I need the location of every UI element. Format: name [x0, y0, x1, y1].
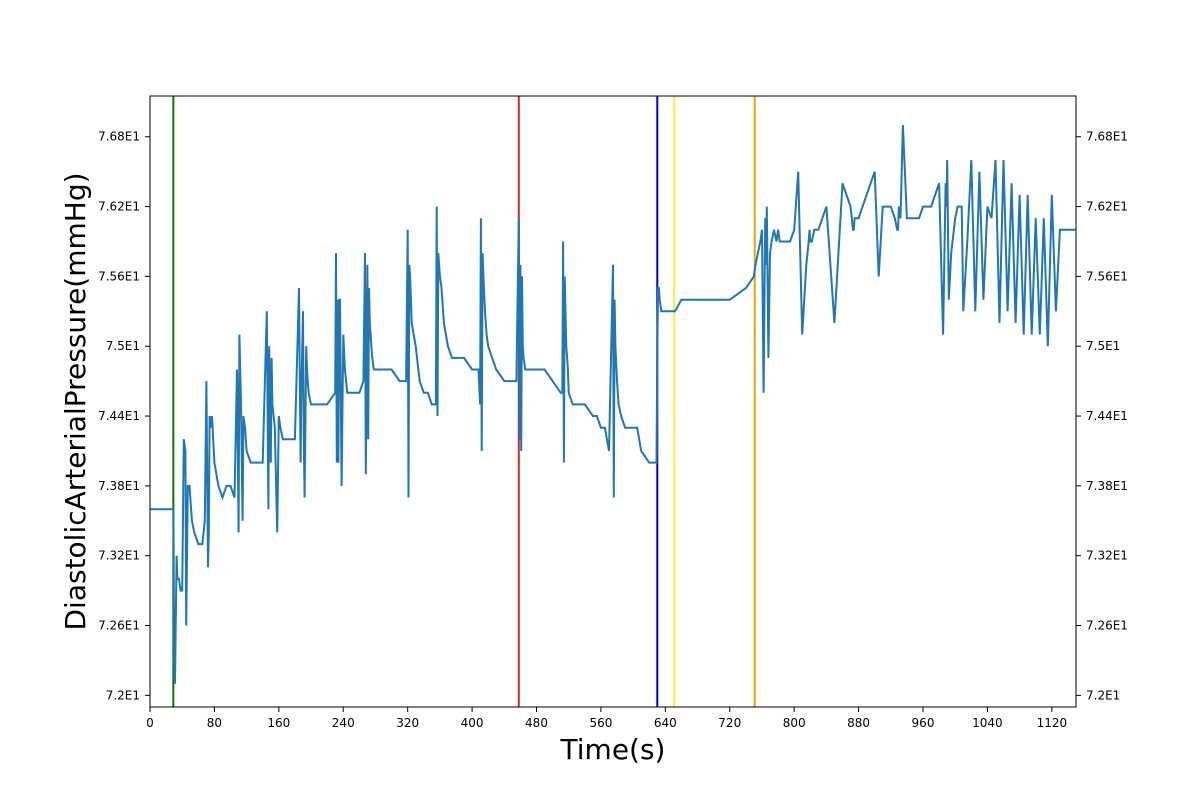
x-tick-label: 960: [912, 716, 935, 730]
series-line: [150, 125, 1076, 684]
y-axis-right: 7.2E1 7.26E1 7.32E1 7.38E1 7.44E1 7.5E1 7.56E1…: [1076, 130, 1128, 702]
y-tick-label-right: 7.38E1: [1086, 479, 1128, 493]
x-tick-label: 320: [396, 716, 419, 730]
x-tick-label: 80: [207, 716, 222, 730]
x-tick-label: 160: [267, 716, 290, 730]
y-tick-label-right: 7.5E1: [1086, 339, 1120, 353]
y-axis-left: 7.2E1 7.26E1 7.32E1 7.38E1 7.44E1 7.5E1 7.56E1…: [98, 130, 150, 702]
y-tick-label-right: 7.56E1: [1086, 269, 1128, 283]
x-tick-label: 880: [847, 716, 870, 730]
y-tick-label-left: 7.56E1: [98, 269, 140, 283]
x-axis-label: Time(s): [560, 733, 666, 766]
x-tick-label: 560: [589, 716, 612, 730]
x-tick-label: 0: [146, 716, 154, 730]
y-tick-label-right: 7.68E1: [1086, 130, 1128, 144]
y-tick-label-left: 7.5E1: [106, 339, 140, 353]
x-axis: 0 80 160 240 320 400 480 560 640 720 800 880 960 1040…: [146, 707, 1067, 730]
x-tick-label: 400: [461, 716, 484, 730]
x-tick-label: 720: [718, 716, 741, 730]
y-tick-label-left: 7.2E1: [106, 688, 140, 702]
x-tick-label: 480: [525, 716, 548, 730]
y-tick-label-left: 7.62E1: [98, 200, 140, 214]
y-tick-label-right: 7.2E1: [1086, 688, 1120, 702]
y-tick-label-right: 7.26E1: [1086, 619, 1128, 633]
plot-frame: [149, 95, 1077, 708]
x-tick-label: 1120: [1037, 716, 1068, 730]
x-tick-label: 240: [332, 716, 355, 730]
x-tick-label: 640: [654, 716, 677, 730]
y-tick-label-right: 7.44E1: [1086, 409, 1128, 423]
x-tick-label: 1040: [972, 716, 1003, 730]
y-tick-label-left: 7.26E1: [98, 619, 140, 633]
y-tick-label-right: 7.32E1: [1086, 549, 1128, 563]
y-tick-label-left: 7.32E1: [98, 549, 140, 563]
y-tick-label-left: 7.38E1: [98, 479, 140, 493]
y-axis-label: DiastolicArterialPressure(mmHg): [59, 172, 92, 630]
y-tick-label-left: 7.68E1: [98, 130, 140, 144]
y-tick-label-right: 7.62E1: [1086, 200, 1128, 214]
y-tick-label-left: 7.44E1: [98, 409, 140, 423]
vertical-markers: [172, 96, 756, 707]
x-tick-label: 800: [783, 716, 806, 730]
